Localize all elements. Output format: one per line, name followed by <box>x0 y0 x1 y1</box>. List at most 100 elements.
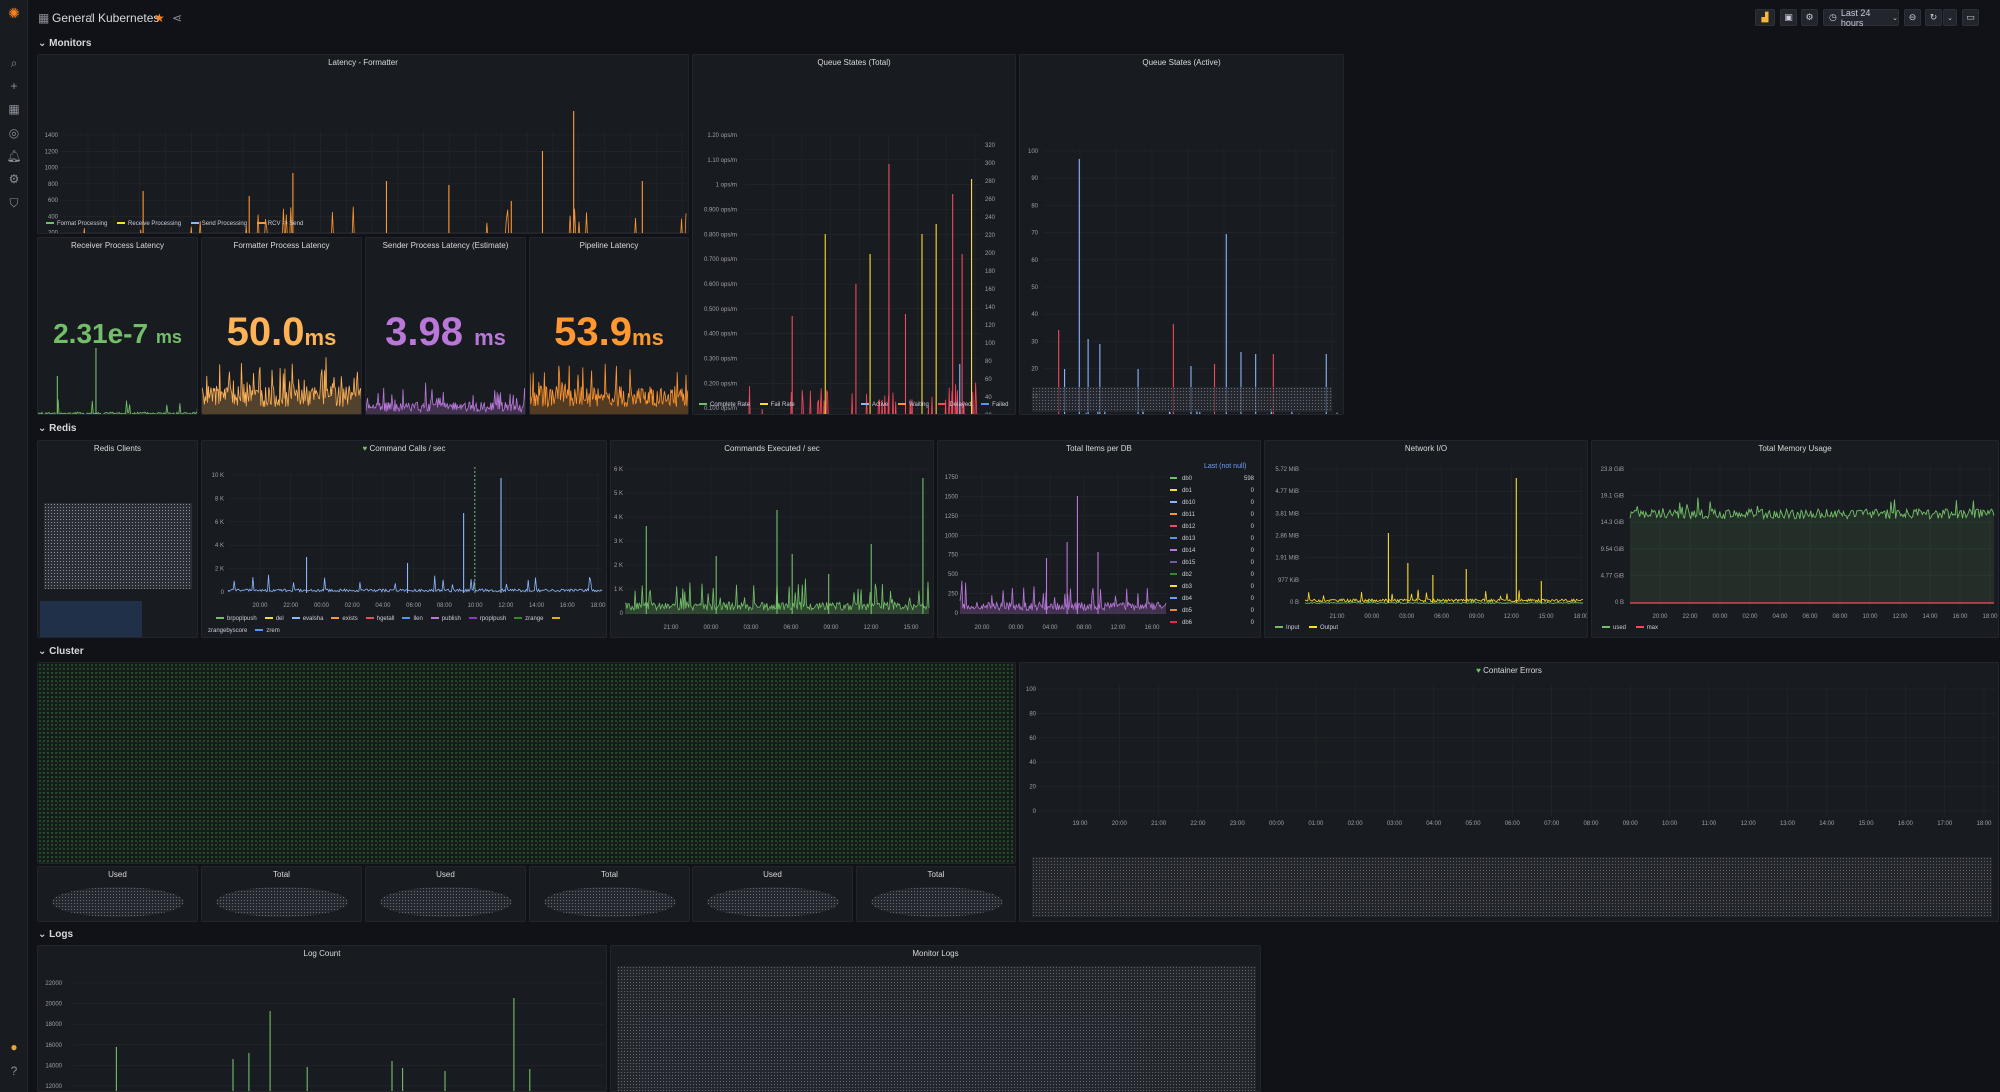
shield-icon[interactable]: ⛉ <box>9 195 19 210</box>
grafana-logo-icon[interactable]: ✺ <box>8 4 20 21</box>
legend-item-send[interactable]: Send Processing <box>183 221 247 227</box>
y-tick-label: 0.300 ops/m <box>704 357 737 363</box>
legend-item[interactable]: exists <box>323 616 358 622</box>
panel-cluster-stat[interactable]: Used <box>365 866 526 922</box>
x-axis: 20:00 22:00 00:00 02:00 04:00 06:00 08:00 10:00… <box>1652 465 1998 620</box>
panel-cluster-stat[interactable]: Used <box>37 866 198 922</box>
legend-item-max[interactable]: max <box>1628 625 1658 631</box>
legend-item[interactable]: brpoplpush <box>208 616 257 622</box>
legend-item[interactable]: zrange <box>506 616 544 622</box>
refresh-interval-dropdown[interactable]: ⌄ <box>1943 9 1957 26</box>
panel-pipeline-latency[interactable]: Pipeline Latency 53.9ms <box>529 237 689 415</box>
breadcrumb-dashboard[interactable]: Kubernetes <box>98 11 160 25</box>
legend-item[interactable]: publish <box>423 616 461 622</box>
x-tick-label: 20:00 <box>252 603 268 609</box>
add-panel-button[interactable]: ▟ <box>1755 9 1775 26</box>
legend-row[interactable]: db0 598 <box>1170 473 1254 485</box>
legend-item-fail-rate[interactable]: Fail Rate <box>752 402 795 408</box>
tv-mode-icon[interactable]: ▭ <box>1962 9 1979 26</box>
panel-total-memory[interactable]: Total Memory Usage 23.8 GiB 19.1 GiB 14.3 … <box>1591 440 1999 638</box>
legend-item-waiting[interactable]: Waiting <box>890 402 929 408</box>
panel-cluster-stat[interactable]: Used <box>692 866 853 922</box>
legend-row[interactable]: db15 0 <box>1170 557 1254 569</box>
legend-item[interactable]: zrangebyscore <box>208 616 563 634</box>
search-icon[interactable]: ⌕ <box>10 55 18 70</box>
legend-item-used[interactable]: used <box>1594 625 1626 631</box>
panel-commands-executed[interactable]: Commands Executed / sec 6 K 5 K 4 K 3 K 2 K 1… <box>610 440 934 638</box>
x-tick-label: 16:00 <box>1898 821 1914 827</box>
legend-row[interactable]: db4 0 <box>1170 593 1254 605</box>
chevron-down-icon: ⌄ <box>38 646 50 657</box>
share-icon[interactable]: ⋖ <box>172 11 183 25</box>
chevron-down-icon: ⌄ <box>1892 14 1898 22</box>
pipeline-sparkline-series-area <box>530 363 688 414</box>
help-icon[interactable]: ? <box>10 1064 18 1078</box>
legend-row[interactable]: db13 0 <box>1170 533 1254 545</box>
zoom-out-icon[interactable]: ⊖ <box>1904 9 1921 26</box>
legend-item-failed[interactable]: Failed <box>973 402 1009 408</box>
legend-item-input[interactable]: Input <box>1267 625 1299 631</box>
avatar[interactable]: ● <box>10 1040 18 1054</box>
x-tick-label: 00:00 <box>314 603 330 609</box>
dashboards-icon[interactable]: ▦ <box>8 102 20 116</box>
legend-row[interactable]: db1 0 <box>1170 485 1254 497</box>
create-icon[interactable]: + <box>10 79 18 93</box>
legend-item-output[interactable]: Output <box>1301 625 1338 631</box>
time-picker-button[interactable]: ◷ Last 24 hours ⌄ <box>1823 8 1899 28</box>
panel-container-errors[interactable]: ♥ Container Errors 100 80 60 40 20 0 19:00 20:0… <box>1019 662 1999 922</box>
panel-network-io[interactable]: Network I/O 5.72 MiB 4.77 MiB 3.81 MiB 2.86… <box>1264 440 1588 638</box>
legend-item-receive[interactable]: Receive Processing <box>109 221 181 227</box>
legend-row[interactable]: db10 0 <box>1170 497 1254 509</box>
dashboard-settings-icon[interactable]: ⚙ <box>1801 9 1818 26</box>
legend-item-active[interactable]: Active <box>853 402 888 408</box>
legend-row[interactable]: db2 0 <box>1170 569 1254 581</box>
panel-sender-latency[interactable]: Sender Process Latency (Estimate) 3.98 m… <box>365 237 526 415</box>
panel-cluster-overview[interactable] <box>37 662 1016 864</box>
panel-formatter-latency[interactable]: Formatter Process Latency 50.0ms <box>201 237 362 415</box>
legend-item[interactable]: del <box>257 616 284 622</box>
panel-cluster-stat[interactable]: Total <box>529 866 690 922</box>
legend-item[interactable]: rpoplpush <box>461 616 506 622</box>
y-tick-label: 80 <box>1031 203 1038 209</box>
breadcrumb-folder[interactable]: General <box>52 11 95 25</box>
x-tick-label: 12:00 <box>1110 625 1126 631</box>
settings-icon[interactable]: ⚙ <box>8 172 20 186</box>
legend-item-delayed[interactable]: Delayed <box>930 402 972 408</box>
legend-item[interactable]: hgetall <box>358 616 394 622</box>
legend-item[interactable]: evalsha <box>284 616 323 622</box>
row-monitors[interactable]: ⌄ Monitors <box>38 38 91 49</box>
legend-row[interactable]: db3 0 <box>1170 581 1254 593</box>
x-tick-label: 09:00 <box>1469 614 1485 620</box>
legend-row[interactable]: db12 0 <box>1170 521 1254 533</box>
refresh-button[interactable]: ↻ <box>1925 9 1942 26</box>
row-cluster[interactable]: ⌄ Cluster <box>38 646 84 657</box>
y-tick-label: 0.100 ops/m <box>704 406 737 412</box>
panel-queue-active[interactable]: Queue States (Active) 100 90 80 70 60 50 40 30 2… <box>1019 54 1344 415</box>
legend-row[interactable]: db5 0 <box>1170 605 1254 617</box>
panel-redis-clients[interactable]: Redis Clients <box>37 440 198 638</box>
row-redis[interactable]: ⌄ Redis <box>38 423 76 434</box>
legend-item-rcv-send[interactable]: RCV -> Send <box>249 221 303 227</box>
star-icon[interactable]: ★ <box>154 11 165 25</box>
legend-item[interactable]: llen <box>394 616 423 622</box>
panel-latency-formatter[interactable]: Latency - Formatter 1400 1200 1000 800 600 40… <box>37 54 689 234</box>
explore-icon[interactable]: ◎ <box>8 126 20 140</box>
row-logs[interactable]: ⌄ Logs <box>38 929 73 940</box>
panel-monitor-logs[interactable]: Monitor Logs <box>610 945 1261 1092</box>
panel-queue-total[interactable]: Queue States (Total) 1.20 ops/m 1.10 ops/… <box>692 54 1016 415</box>
panel-log-count[interactable]: Log Count 22000 20000 18000 16000 14000 12000 <box>37 945 607 1092</box>
panel-total-items[interactable]: Total Items per DB 1750 1500 1250 1000 750 50… <box>937 440 1261 638</box>
legend-item[interactable]: zrem <box>247 628 280 634</box>
panel-cluster-stat[interactable]: Total <box>856 866 1016 922</box>
panel-receiver-latency[interactable]: Receiver Process Latency 2.31e-7 ms <box>37 237 198 415</box>
legend-header[interactable]: Last (not null) <box>1204 463 1247 470</box>
legend-row[interactable]: db6 0 <box>1170 617 1254 629</box>
panel-cluster-stat[interactable]: Total <box>201 866 362 922</box>
legend-item-complete-rate[interactable]: Complete Rate <box>693 402 750 408</box>
save-icon[interactable]: ▣ <box>1780 9 1797 26</box>
legend-row[interactable]: db11 0 <box>1170 509 1254 521</box>
legend-row[interactable]: db14 0 <box>1170 545 1254 557</box>
alerting-icon[interactable]: 🔔︎ <box>6 149 22 163</box>
legend-item-format[interactable]: Format Processing <box>38 221 107 227</box>
